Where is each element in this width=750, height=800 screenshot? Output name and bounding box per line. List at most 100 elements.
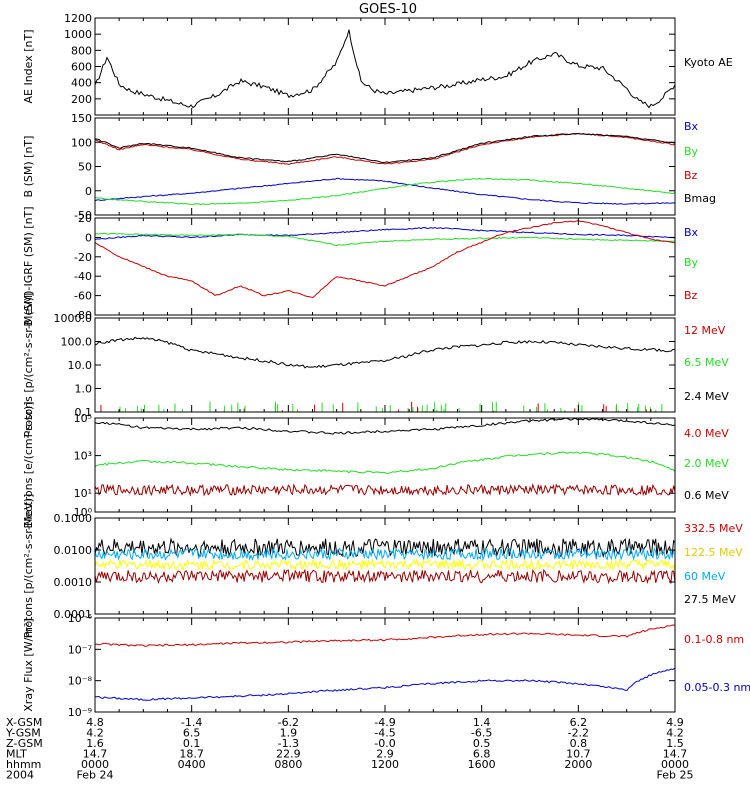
- y-tick-label: -80: [74, 309, 92, 322]
- y-tick-label: 0: [85, 231, 92, 244]
- footer-value: 14.7: [663, 748, 688, 761]
- y-tick-label: 600: [71, 61, 92, 74]
- footer-value: 2.9: [376, 748, 394, 761]
- legend-entry: 0.6 MeV: [684, 489, 729, 502]
- y-tick-label: 1000.0: [54, 312, 93, 325]
- footer-value: 0400: [178, 758, 206, 771]
- panel-frame: [94, 317, 676, 413]
- footer-value: 1200: [371, 758, 399, 771]
- legend-entry: 60 MeV: [684, 570, 726, 583]
- panel-frame: [94, 117, 676, 216]
- series-line-bx: [95, 226, 675, 240]
- footer-value: 0.5: [473, 737, 491, 750]
- footer-value: 1.6: [86, 737, 104, 750]
- series-line-0-05-0-3-nm: [95, 667, 675, 701]
- series-line-332-5-mev: [95, 568, 675, 585]
- footer-value: 4.8: [86, 716, 104, 729]
- footer-value: -4.5: [374, 727, 395, 740]
- footer-value: 6.2: [570, 716, 588, 729]
- footer-row-label: MLT: [6, 748, 27, 761]
- y-tick-label: 100.0: [61, 336, 93, 349]
- y-axis-label: Xray Flux [W/m²]: [22, 618, 35, 711]
- footer-value: -6.5: [471, 727, 492, 740]
- series-line-by: [95, 232, 675, 247]
- footer-value: 22.9: [276, 748, 301, 761]
- series-line-kyoto-ae: [95, 29, 675, 109]
- y-tick-label: -50: [74, 209, 92, 222]
- footer-row-label: hhmm: [6, 758, 41, 771]
- legend-entry: 4.0 MeV: [684, 427, 729, 440]
- legend-entry: 0.05-0.3 nm: [684, 681, 750, 694]
- y-tick-label: -40: [74, 270, 92, 283]
- legend-entry: 0.1-0.8 nm: [684, 633, 744, 646]
- footer-row-label: Y-GSM: [5, 727, 41, 740]
- y-tick-label: 1.0: [75, 383, 93, 396]
- y-tick-label: 10⁻⁹: [68, 706, 92, 719]
- series-line-60-mev: [95, 546, 675, 562]
- footer-value: 6.8: [473, 748, 491, 761]
- y-tick-label: -20: [74, 251, 92, 264]
- footer-value: -2.2: [568, 727, 589, 740]
- legend-entry: Bx: [684, 120, 699, 133]
- y-tick-label: 1000: [64, 28, 92, 41]
- series-line-122-5-mev: [95, 558, 675, 571]
- legend-entry: 12 MeV: [684, 324, 726, 337]
- panel-1: AE Index [nT] 200 400 600 800 1000 1200 Kyoto A…: [22, 12, 733, 116]
- y-tick-label: 0.1: [75, 406, 93, 419]
- panel-6: Protons [p/(cm²-s-sr-MeV)] 0.0001 0.0010 0.…: [22, 494, 743, 639]
- y-axis-label: AE Index [nT]: [22, 29, 35, 103]
- footer-value: 2000: [564, 758, 592, 771]
- panel-7: Xray Flux [W/m²] 10⁻⁹ 10⁻⁸ 10⁻⁷ 10⁻⁶ 0.1-0.8 …: [22, 612, 750, 719]
- footer-value: Feb 24: [77, 769, 114, 782]
- legend-entry: Bz: [684, 289, 698, 302]
- series-line-by: [95, 177, 675, 206]
- series-line-2-4-mev: [95, 336, 675, 369]
- series-line-4-0-mev: [95, 483, 675, 497]
- y-tick-label: 0: [85, 185, 92, 198]
- y-tick-label: 800: [71, 44, 92, 57]
- y-tick-label: 100: [71, 136, 92, 149]
- footer-value: -1.4: [181, 716, 202, 729]
- y-tick-label: 0.1000: [54, 512, 93, 525]
- series-line-bz: [95, 132, 675, 166]
- y-axis-label: Electrons [e/(cm²-s-sr)]: [22, 401, 35, 528]
- y-tick-label: 1200: [64, 12, 92, 25]
- series-line-bmag: [95, 133, 675, 164]
- footer-value: 1.9: [280, 727, 298, 740]
- y-axis-label: Protons [p/(cm²-s-sr-MeV)]: [22, 494, 35, 639]
- footer-value: 6.5: [183, 727, 201, 740]
- footer-value: 10.7: [566, 748, 591, 761]
- y-tick-label: 20: [78, 212, 92, 225]
- legend-entry: 332.5 MeV: [684, 522, 743, 535]
- footer-row-label: 2004: [6, 769, 34, 782]
- y-tick-label: 10¹: [74, 487, 92, 500]
- footer-value: 0000: [661, 758, 689, 771]
- y-axis-label: B (SM)-IGRF (SM) [nT]: [22, 206, 35, 326]
- footer-value: 14.7: [83, 748, 108, 761]
- footer-value: 1.5: [666, 737, 684, 750]
- y-tick-label: 0.0001: [54, 608, 93, 621]
- legend-entry: Bx: [684, 226, 699, 239]
- footer-value: 4.9: [666, 716, 684, 729]
- footer-value: -4.9: [374, 716, 395, 729]
- y-tick-label: 10⁻⁶: [68, 612, 93, 625]
- footer-value: 4.2: [86, 727, 104, 740]
- footer-row-label: Z-GSM: [6, 737, 43, 750]
- y-tick-label: 0.0100: [54, 544, 93, 557]
- footer-value: Feb 25: [657, 769, 694, 782]
- footer-value: -1.3: [278, 737, 299, 750]
- legend-entry: By: [684, 145, 699, 158]
- y-tick-label: 50: [78, 161, 92, 174]
- panel-frame: [94, 417, 676, 513]
- series-line-0-1-0-8-nm: [95, 624, 675, 647]
- y-tick-label: 10⁵: [74, 412, 92, 425]
- legend-entry: 6.5 MeV: [684, 356, 729, 369]
- y-tick-label: 200: [71, 93, 92, 106]
- legend-entry: By: [684, 256, 699, 269]
- y-tick-label: 0.0010: [54, 576, 93, 589]
- legend-entry: 2.0 MeV: [684, 457, 729, 470]
- y-tick-label: 10³: [74, 450, 92, 463]
- footer-value: 0.8: [570, 737, 588, 750]
- y-tick-label: 10.0: [68, 359, 93, 372]
